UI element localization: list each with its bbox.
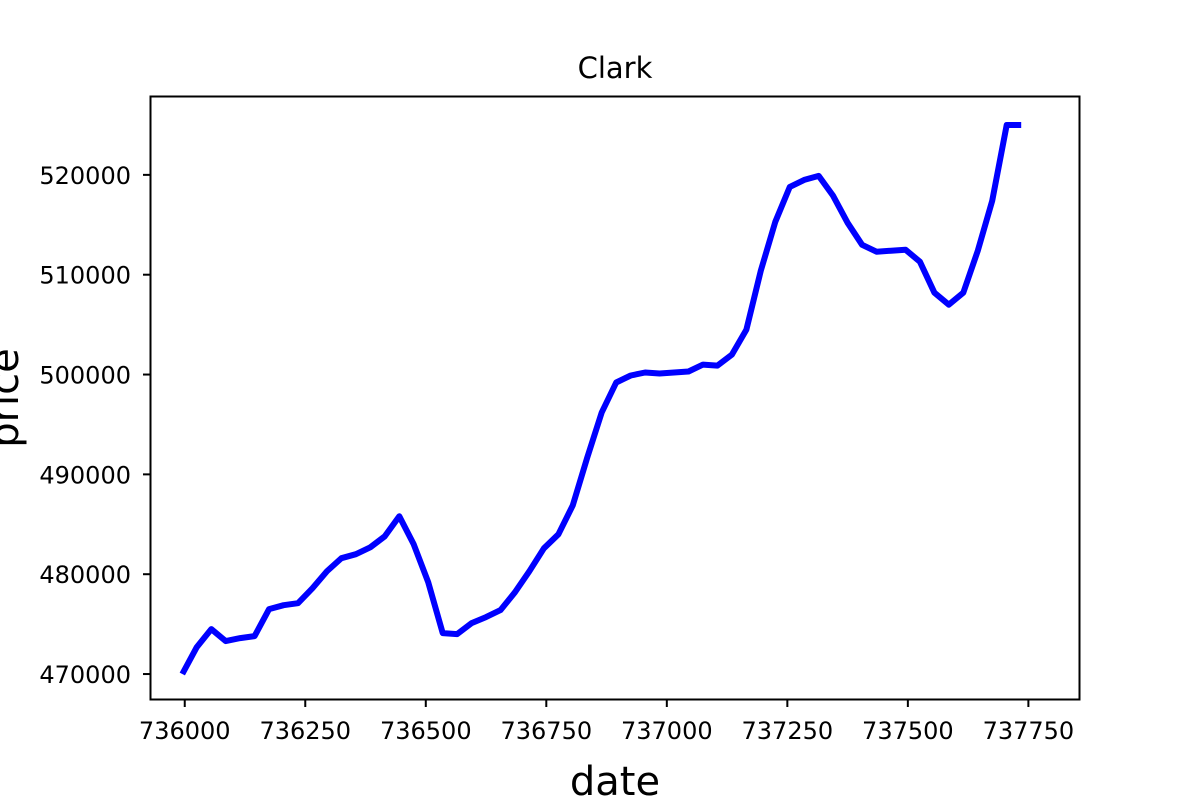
plot-frame: [149, 95, 1081, 701]
series-layer: [179, 122, 1022, 676]
x-tick-label: 736750: [500, 717, 592, 745]
price-series-line: [179, 122, 1022, 676]
y-tick-label: 520000: [39, 162, 131, 190]
y-tick-label: 480000: [39, 561, 131, 589]
y-tick-label: 470000: [39, 661, 131, 689]
y-tick-label: 490000: [39, 461, 131, 489]
x-tick-label: 736500: [380, 717, 472, 745]
x-tick-label: 736250: [259, 717, 351, 745]
y-axis: 470000 480000 490000 500000 510000 520000: [39, 162, 151, 689]
y-tick-label: 510000: [39, 262, 131, 290]
chart-title: Clark: [578, 51, 653, 85]
x-tick-label: 737750: [983, 717, 1075, 745]
y-tick-label: 500000: [39, 362, 131, 390]
x-tick-label: 737500: [862, 717, 954, 745]
x-axis: 736000 736250 736500 736750 737000 737250 7375…: [139, 699, 1074, 745]
x-tick-label: 736000: [139, 717, 231, 745]
x-axis-label: date: [570, 759, 660, 800]
x-tick-label: 737250: [742, 717, 834, 745]
x-tick-label: 737000: [621, 717, 713, 745]
y-axis-label: price: [0, 348, 28, 448]
